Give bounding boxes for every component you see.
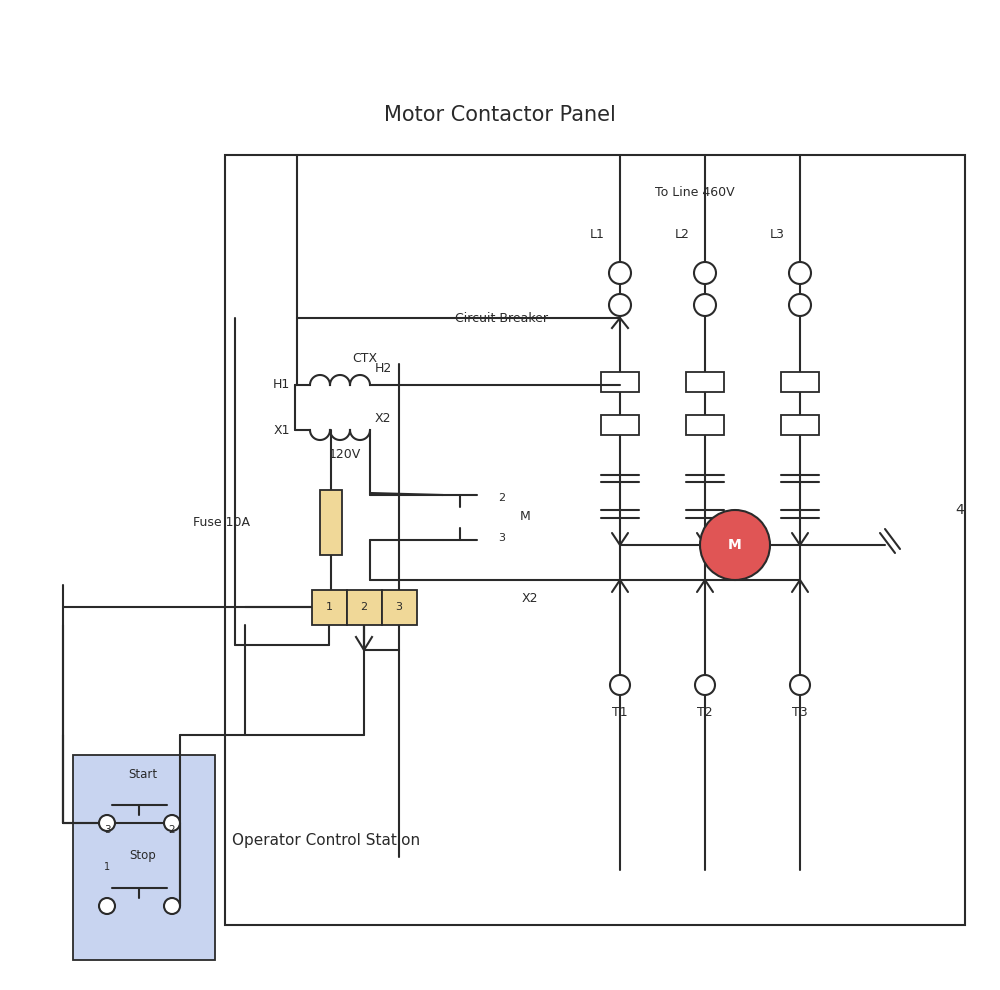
Bar bbox=[225, 155, 965, 925]
Text: To Line 460V: To Line 460V bbox=[655, 186, 735, 200]
Bar bbox=[781, 415, 819, 435]
Bar bbox=[382, 590, 417, 625]
Text: 1: 1 bbox=[104, 862, 110, 872]
Text: 2: 2 bbox=[360, 602, 368, 612]
Text: Motor Contactor Panel: Motor Contactor Panel bbox=[384, 105, 616, 125]
Circle shape bbox=[694, 294, 716, 316]
Text: T1: T1 bbox=[612, 707, 628, 720]
Circle shape bbox=[694, 262, 716, 284]
Circle shape bbox=[609, 262, 631, 284]
Text: Start: Start bbox=[128, 768, 158, 781]
Text: L3: L3 bbox=[770, 229, 785, 242]
Bar bbox=[601, 372, 639, 392]
Text: 2: 2 bbox=[169, 825, 175, 835]
Text: T3: T3 bbox=[792, 707, 808, 720]
Text: 3: 3 bbox=[396, 602, 402, 612]
Circle shape bbox=[789, 262, 811, 284]
Circle shape bbox=[700, 510, 770, 580]
Text: CTX: CTX bbox=[352, 351, 378, 364]
Circle shape bbox=[790, 675, 810, 695]
Circle shape bbox=[164, 815, 180, 831]
Bar bbox=[73, 755, 215, 960]
Text: Circuit Breaker: Circuit Breaker bbox=[455, 312, 548, 325]
Bar bbox=[347, 590, 382, 625]
Text: 2: 2 bbox=[498, 493, 505, 503]
Bar bbox=[601, 415, 639, 435]
Bar bbox=[781, 372, 819, 392]
Circle shape bbox=[99, 815, 115, 831]
Text: 3: 3 bbox=[104, 825, 110, 835]
Bar bbox=[686, 372, 724, 392]
Text: L1: L1 bbox=[590, 229, 605, 242]
Circle shape bbox=[695, 675, 715, 695]
Circle shape bbox=[610, 675, 630, 695]
Text: Fuse 10A: Fuse 10A bbox=[193, 516, 250, 529]
Text: M: M bbox=[728, 538, 742, 552]
Text: Operator Control Station: Operator Control Station bbox=[232, 833, 420, 847]
Circle shape bbox=[789, 294, 811, 316]
Text: Stop: Stop bbox=[130, 848, 156, 861]
Circle shape bbox=[99, 898, 115, 914]
Text: 1: 1 bbox=[326, 602, 332, 612]
Text: 120V: 120V bbox=[329, 448, 361, 461]
Circle shape bbox=[164, 898, 180, 914]
Bar bbox=[320, 490, 342, 555]
Text: T2: T2 bbox=[697, 707, 713, 720]
Text: 3: 3 bbox=[498, 533, 505, 543]
Circle shape bbox=[609, 294, 631, 316]
Text: M: M bbox=[520, 511, 531, 524]
Bar bbox=[686, 415, 724, 435]
Text: X2: X2 bbox=[375, 412, 392, 425]
Text: L2: L2 bbox=[675, 229, 690, 242]
Text: H2: H2 bbox=[375, 361, 392, 374]
Text: X1: X1 bbox=[274, 424, 290, 437]
Text: 4: 4 bbox=[956, 503, 964, 517]
Text: H1: H1 bbox=[273, 378, 290, 391]
Bar bbox=[312, 590, 347, 625]
Text: X2: X2 bbox=[522, 591, 538, 605]
